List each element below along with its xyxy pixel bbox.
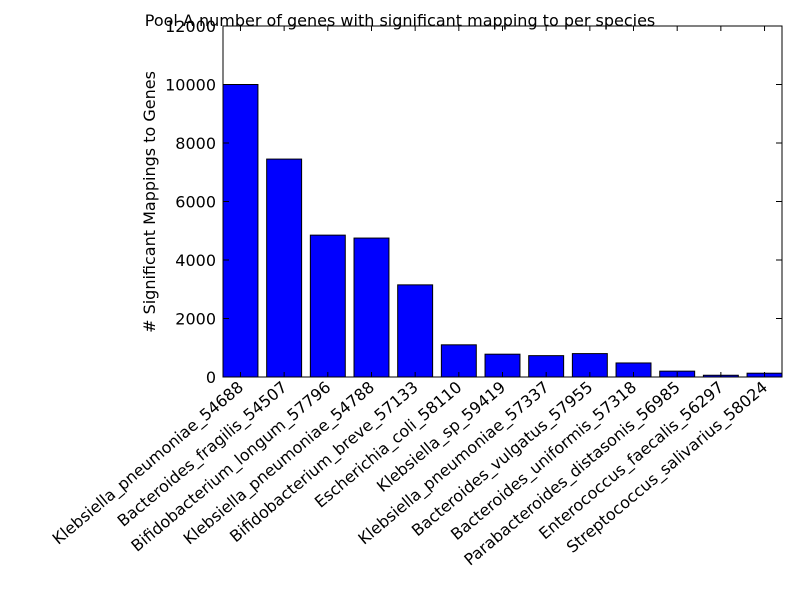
bar — [266, 158, 303, 378]
y-tick-labels: 0 2000 4000 6000 8000 10000 12000 — [165, 17, 216, 387]
bar — [222, 84, 259, 378]
y-axis-label: # Significant Mappings to Genes — [140, 71, 159, 333]
bars-layer — [222, 84, 783, 378]
bar — [353, 237, 390, 378]
y-tick-label: 4000 — [175, 251, 216, 270]
y-tick-label: 10000 — [165, 76, 216, 95]
y-tick-label: 8000 — [175, 134, 216, 153]
chart-title: Pool A number of genes with significant … — [145, 11, 656, 30]
y-tick-label: 6000 — [175, 193, 216, 212]
bar — [440, 344, 477, 378]
y-tick-label: 2000 — [175, 310, 216, 329]
bar — [397, 284, 434, 378]
y-tick-label: 12000 — [165, 17, 216, 36]
x-tick-labels: Klebsiella_pneumoniae_54688Bacteroides_f… — [49, 378, 772, 571]
plot-frame — [222, 25, 783, 378]
bar — [309, 234, 346, 378]
ticks-layer — [223, 25, 782, 378]
y-tick-label: 0 — [206, 368, 216, 387]
